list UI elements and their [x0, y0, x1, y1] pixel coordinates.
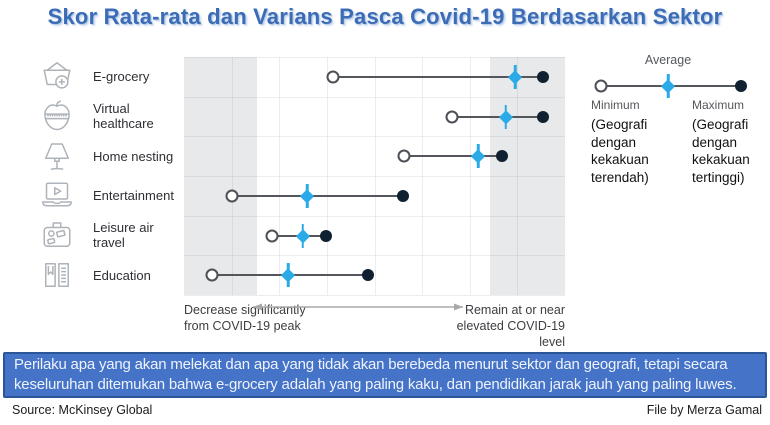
- average-marker: [300, 189, 314, 203]
- sector-row: Entertainment: [32, 176, 184, 216]
- sector-label: Education: [93, 267, 151, 283]
- sector-row: Home nesting: [32, 136, 184, 176]
- vertical-gridline: [469, 57, 471, 295]
- legend-average-marker: [661, 79, 675, 93]
- minimum-marker: [225, 189, 239, 203]
- vertical-gridline: [517, 57, 519, 295]
- maximum-marker: [397, 189, 410, 202]
- range-line: [403, 155, 503, 158]
- sector-row: E-grocery: [32, 57, 184, 97]
- horizontal-gridline: [184, 96, 565, 98]
- legend-maximum-block: Maximum (Geografi dengan kekakuan tertin…: [692, 98, 770, 186]
- source-text: Source: McKinsey Global: [12, 403, 153, 417]
- insight-banner: Perilaku apa yang akan melekat dan apa y…: [3, 352, 767, 398]
- horizontal-gridline: [184, 176, 565, 177]
- horizontal-gridline: [184, 215, 565, 217]
- legend-minimum-marker: [594, 79, 608, 93]
- average-marker: [471, 149, 485, 163]
- sector-label: Home nesting: [93, 148, 174, 164]
- average-marker: [281, 268, 295, 282]
- insight-banner-text: Perilaku apa yang akan melekat dan apa y…: [14, 356, 737, 393]
- minimum-marker: [326, 70, 340, 84]
- vertical-gridline: [279, 57, 281, 295]
- vertical-gridline: [231, 57, 233, 295]
- legend-maximum-desc: (Geografi dengan kekakuan tertinggi): [692, 117, 750, 185]
- minimum-marker: [397, 149, 411, 163]
- sector-row: Virtual healthcare: [32, 97, 184, 137]
- horizontal-gridline: [184, 255, 565, 257]
- suitcase-icon: [32, 216, 82, 254]
- maximum-marker: [320, 229, 333, 242]
- range-line: [332, 75, 543, 78]
- apple-health-icon: [32, 97, 82, 135]
- grocery-basket-icon: [32, 58, 82, 96]
- lamp-icon: [32, 137, 82, 175]
- legend-average-label: Average: [644, 53, 692, 67]
- credit-text: File by Merza Gamal: [646, 403, 762, 417]
- sector-row: Education: [32, 255, 184, 295]
- legend-maximum-marker: [735, 80, 747, 92]
- book-icon: [32, 256, 82, 294]
- minimum-marker: [205, 268, 219, 282]
- plot-area: [184, 57, 565, 296]
- horizontal-gridline: [184, 136, 565, 138]
- horizontal-gridline: [184, 295, 565, 296]
- sector-row: Leisure air travel: [32, 216, 184, 256]
- maximum-marker: [536, 110, 549, 123]
- maximum-marker: [496, 150, 509, 163]
- vertical-gridline: [422, 57, 424, 295]
- sector-label: Entertainment: [93, 188, 174, 204]
- page-title: Skor Rata-rata dan Varians Pasca Covid-1…: [47, 4, 723, 29]
- vertical-gridline: [374, 57, 376, 295]
- axis-double-arrow-icon: [253, 303, 463, 311]
- x-axis-right-label: Remain at or near elevated COVID-19 leve…: [456, 303, 565, 349]
- legend-sample-dumbbell: [594, 74, 747, 98]
- legend-minimum-label: Minimum: [591, 98, 640, 112]
- average-marker: [296, 228, 310, 243]
- legend-minimum-block: Minimum (Geografi dengan kekakuan terend…: [591, 98, 677, 186]
- maximum-marker: [536, 70, 549, 83]
- sector-label: Leisure air travel: [93, 220, 154, 251]
- sector-label: E-grocery: [93, 69, 150, 85]
- vertical-gridline: [326, 57, 328, 295]
- maximum-marker: [362, 269, 375, 282]
- sector-labels: E-grocery Virtual healthcare Home nesting E…: [32, 57, 184, 295]
- left-band: [184, 57, 258, 295]
- right-band: [489, 57, 565, 295]
- sector-label: Virtual healthcare: [93, 101, 154, 132]
- legend-minimum-desc: (Geografi dengan kekakuan terendah): [591, 117, 649, 185]
- horizontal-gridline: [184, 57, 565, 58]
- minimum-marker: [265, 229, 279, 242]
- range-line: [232, 194, 404, 197]
- laptop-play-icon: [32, 177, 82, 215]
- minimum-marker: [445, 110, 459, 123]
- range-line: [451, 115, 543, 118]
- legend-maximum-label: Maximum: [692, 98, 745, 112]
